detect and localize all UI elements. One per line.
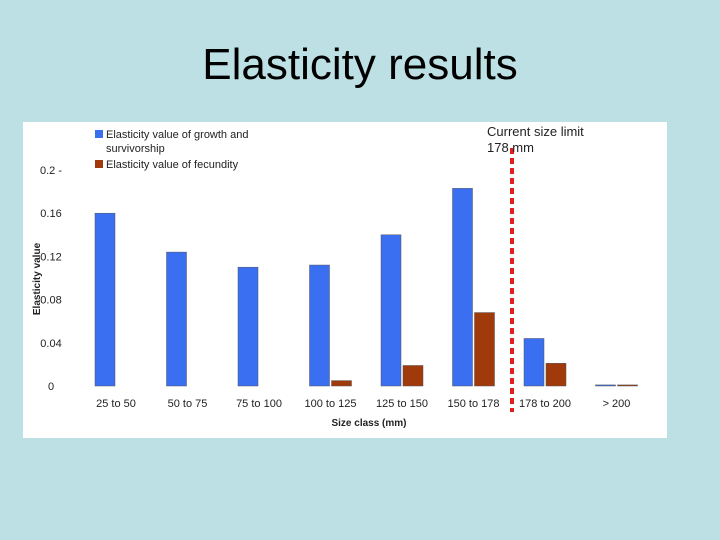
bar-growth	[523, 338, 545, 387]
legend-label-growth-line1: Elasticity value of growth and	[106, 129, 248, 141]
size-limit-note: Current size limit 178 mm	[487, 124, 657, 156]
y-tick-label: 0.12	[40, 251, 61, 263]
slide-title: Elasticity results	[202, 40, 518, 89]
y-tick-label: 0.16	[40, 208, 61, 220]
bar-growth	[94, 212, 116, 387]
bar-fecundity	[617, 384, 638, 387]
size-limit-note-line2: 178 mm	[487, 140, 534, 155]
x-tick-label: > 200	[603, 398, 631, 410]
x-tick-label: 150 to 178	[448, 398, 500, 410]
legend: Elasticity value of growth and survivors…	[95, 129, 248, 171]
legend-swatch-growth	[95, 130, 103, 138]
bar-fecundity	[474, 312, 495, 387]
x-tick-label: 125 to 150	[376, 398, 428, 410]
bar-growth	[452, 188, 473, 387]
x-axis-label: Size class (mm)	[331, 418, 406, 429]
chart-panel: Elasticity value of growth and survivors…	[23, 122, 667, 438]
x-tick-label: 178 to 200	[519, 398, 571, 410]
bar-fecundity	[545, 363, 567, 387]
y-axis-label: Elasticity value	[32, 242, 43, 315]
y-tick-label: 0.2 -	[40, 165, 62, 177]
bar-growth	[166, 251, 187, 387]
x-tick-label: 100 to 125	[305, 398, 357, 410]
size-limit-note-line1: Current size limit	[487, 124, 584, 139]
bar-growth	[380, 234, 402, 387]
legend-label-growth-line2: survivorship	[106, 143, 165, 155]
bar-fecundity	[402, 365, 424, 387]
bar-growth	[595, 384, 616, 387]
y-tick-labels: 0 0.04 0.08 0.12 0.16 0.2 -	[40, 165, 62, 393]
y-tick-label: 0	[48, 381, 54, 393]
x-tick-label: 25 to 50	[96, 398, 136, 410]
bar-growth	[309, 264, 330, 387]
legend-label-fecundity: Elasticity value of fecundity	[106, 159, 239, 171]
x-tick-labels: 25 to 50 50 to 75 75 to 100 100 to 125 125 t…	[96, 398, 630, 410]
legend-swatch-fecundity	[95, 160, 103, 168]
bars	[94, 188, 638, 387]
y-tick-label: 0.04	[40, 338, 61, 350]
elasticity-bar-chart: Elasticity value of growth and survivors…	[32, 129, 638, 429]
bar-growth	[237, 266, 259, 387]
y-tick-label: 0.08	[40, 295, 61, 307]
bar-fecundity	[331, 380, 352, 387]
x-tick-label: 50 to 75	[168, 398, 208, 410]
x-tick-label: 75 to 100	[236, 398, 282, 410]
